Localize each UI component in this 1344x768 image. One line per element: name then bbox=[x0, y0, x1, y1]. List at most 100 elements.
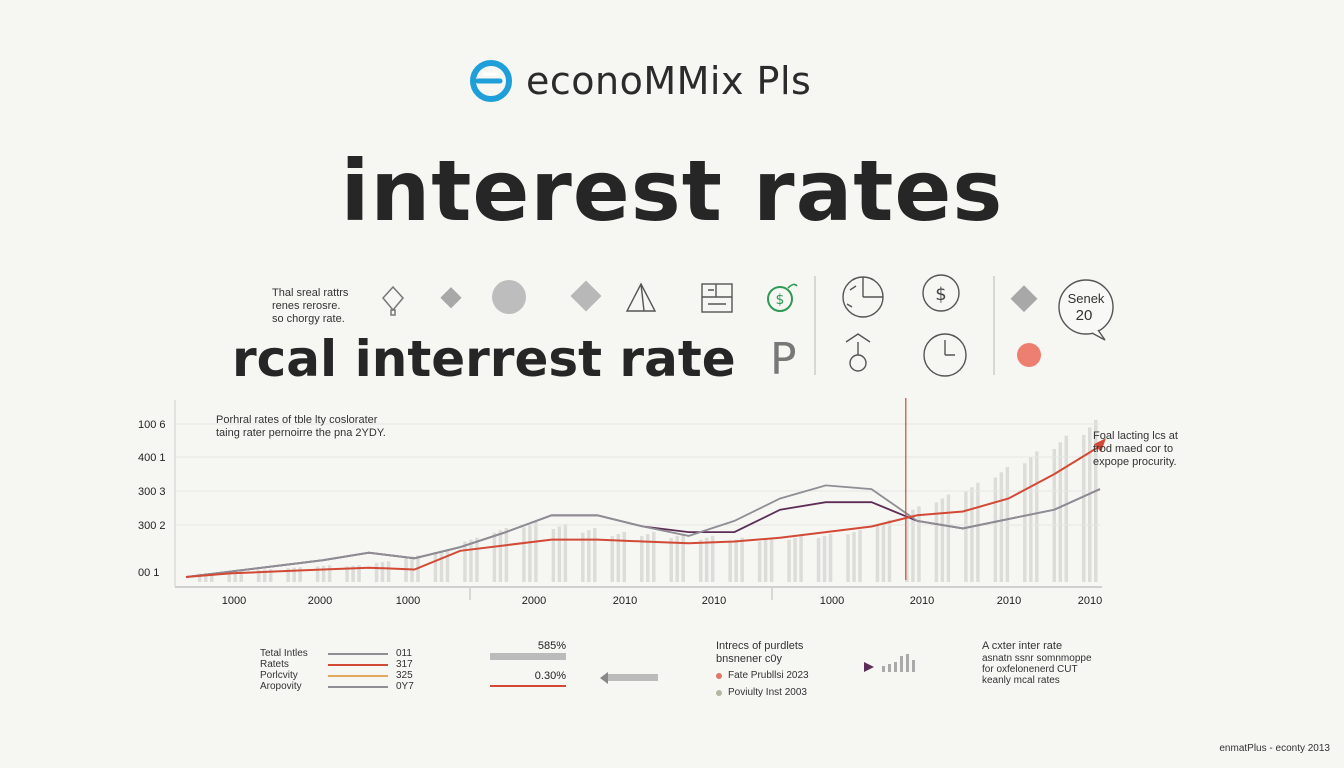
bar bbox=[286, 568, 290, 582]
left-legend: Tetal Intles 011 Ratets 317 Porlcvity 325 Arop… bbox=[260, 648, 414, 692]
legend-swatch bbox=[328, 663, 388, 666]
bar bbox=[793, 537, 797, 582]
bar bbox=[1058, 442, 1063, 582]
series-line bbox=[185, 484, 1101, 578]
bar bbox=[917, 506, 921, 582]
bar bbox=[492, 532, 497, 582]
diamond-icon bbox=[440, 287, 462, 309]
bar bbox=[1035, 451, 1039, 582]
bar bbox=[852, 532, 856, 582]
bar bbox=[1023, 463, 1027, 582]
bar bbox=[976, 482, 980, 582]
bar bbox=[970, 487, 974, 582]
y-tick-label: 300 2 bbox=[138, 520, 166, 532]
mid-legend-title: Intrecs of purdlets bnsnener c0y bbox=[716, 640, 804, 665]
bar bbox=[816, 537, 821, 582]
bar bbox=[740, 537, 744, 582]
bar bbox=[999, 472, 1004, 582]
bar bbox=[593, 527, 597, 582]
bar bbox=[887, 520, 892, 582]
footer-credit: enmatPlus - econty 2013 bbox=[1219, 743, 1330, 754]
bar bbox=[1088, 427, 1092, 582]
legend-swatch bbox=[328, 685, 388, 688]
subtitle-suffix: P bbox=[770, 334, 797, 385]
bar bbox=[262, 569, 267, 582]
bar bbox=[233, 571, 237, 582]
mini-bars-icon bbox=[864, 654, 915, 672]
legend-row: Poviulty Inst 2003 bbox=[716, 685, 809, 700]
bar bbox=[563, 523, 568, 582]
dot-icon bbox=[1017, 343, 1041, 367]
legend-value: 011 bbox=[396, 648, 412, 659]
legend-row: Fate Prubllsi 2023 bbox=[716, 668, 809, 683]
bar bbox=[528, 524, 532, 582]
bar bbox=[463, 541, 467, 582]
bar bbox=[610, 536, 615, 582]
bar-stat-2-bar bbox=[490, 685, 566, 687]
bar-stat-1-bar bbox=[490, 653, 566, 660]
bar bbox=[522, 527, 526, 582]
bar bbox=[551, 529, 556, 582]
legend-label: Ratets bbox=[260, 659, 289, 670]
icon-row: $ $ Senek 20 bbox=[382, 274, 1114, 377]
bar bbox=[504, 527, 509, 582]
bar bbox=[321, 565, 326, 582]
bar bbox=[351, 565, 355, 582]
series-arrowhead bbox=[1094, 438, 1106, 453]
bar bbox=[728, 541, 732, 582]
bar bbox=[905, 513, 909, 582]
right-legend-title: A cxter inter rate bbox=[982, 640, 1063, 652]
legend-label: Fate Prubllsi 2023 bbox=[728, 670, 809, 681]
pyramid-icon bbox=[625, 282, 657, 312]
bar bbox=[433, 552, 438, 582]
section-subtitle: rcal interrest rate bbox=[232, 330, 736, 388]
bar bbox=[557, 526, 562, 582]
bar bbox=[327, 565, 332, 582]
legend-swatch bbox=[328, 674, 388, 677]
bar bbox=[1064, 435, 1069, 582]
bar-stat-2-label: 0.30% bbox=[534, 670, 566, 682]
bar bbox=[881, 522, 886, 582]
legend-dot bbox=[716, 672, 722, 679]
bar bbox=[681, 533, 685, 582]
bar bbox=[652, 531, 656, 582]
bar bbox=[587, 530, 591, 582]
bar bbox=[875, 525, 880, 582]
bar bbox=[239, 571, 243, 582]
right-legend-text: asnatn ssnr somnmoppe for oxfelonenerd C… bbox=[982, 653, 1092, 686]
page-title: interest rates bbox=[340, 142, 1004, 240]
x-tick-label: 1000 bbox=[820, 595, 844, 607]
dollar-icon: $ bbox=[922, 274, 960, 312]
mid-legend: Intrecs of purdlets bnsnener c0y Fate Pr… bbox=[716, 640, 809, 700]
legend-value: 0Y7 bbox=[396, 681, 414, 692]
intro-note: Thal sreal rattrs renes rerosre. so chor… bbox=[272, 287, 349, 325]
svg-text:$: $ bbox=[935, 284, 946, 305]
bar bbox=[469, 539, 473, 582]
bar bbox=[256, 569, 261, 582]
badge-icon bbox=[845, 333, 871, 372]
bar bbox=[1029, 457, 1033, 582]
pie-chart-icon bbox=[842, 276, 884, 318]
bar bbox=[534, 522, 538, 582]
x-tick-label: 2010 bbox=[702, 595, 726, 607]
document-icon bbox=[701, 283, 733, 313]
y-tick-label: 00 1 bbox=[138, 567, 159, 579]
bar bbox=[675, 535, 679, 582]
bar bbox=[964, 491, 968, 582]
bar bbox=[498, 530, 503, 582]
bar-stat-1-label: 585% bbox=[537, 640, 566, 652]
bar bbox=[646, 533, 650, 582]
arrow-left-icon bbox=[600, 672, 658, 684]
bar bbox=[616, 533, 621, 582]
x-tick-label: 2010 bbox=[910, 595, 934, 607]
bar bbox=[822, 535, 827, 582]
legend-dot bbox=[716, 689, 722, 696]
legend-value: 325 bbox=[396, 670, 413, 681]
y-tick-label: 400 1 bbox=[138, 452, 166, 464]
bar bbox=[374, 562, 379, 582]
bar bbox=[445, 549, 450, 582]
bar bbox=[1094, 419, 1098, 582]
bar bbox=[298, 567, 302, 582]
bar bbox=[357, 565, 361, 582]
bar bbox=[734, 539, 738, 582]
